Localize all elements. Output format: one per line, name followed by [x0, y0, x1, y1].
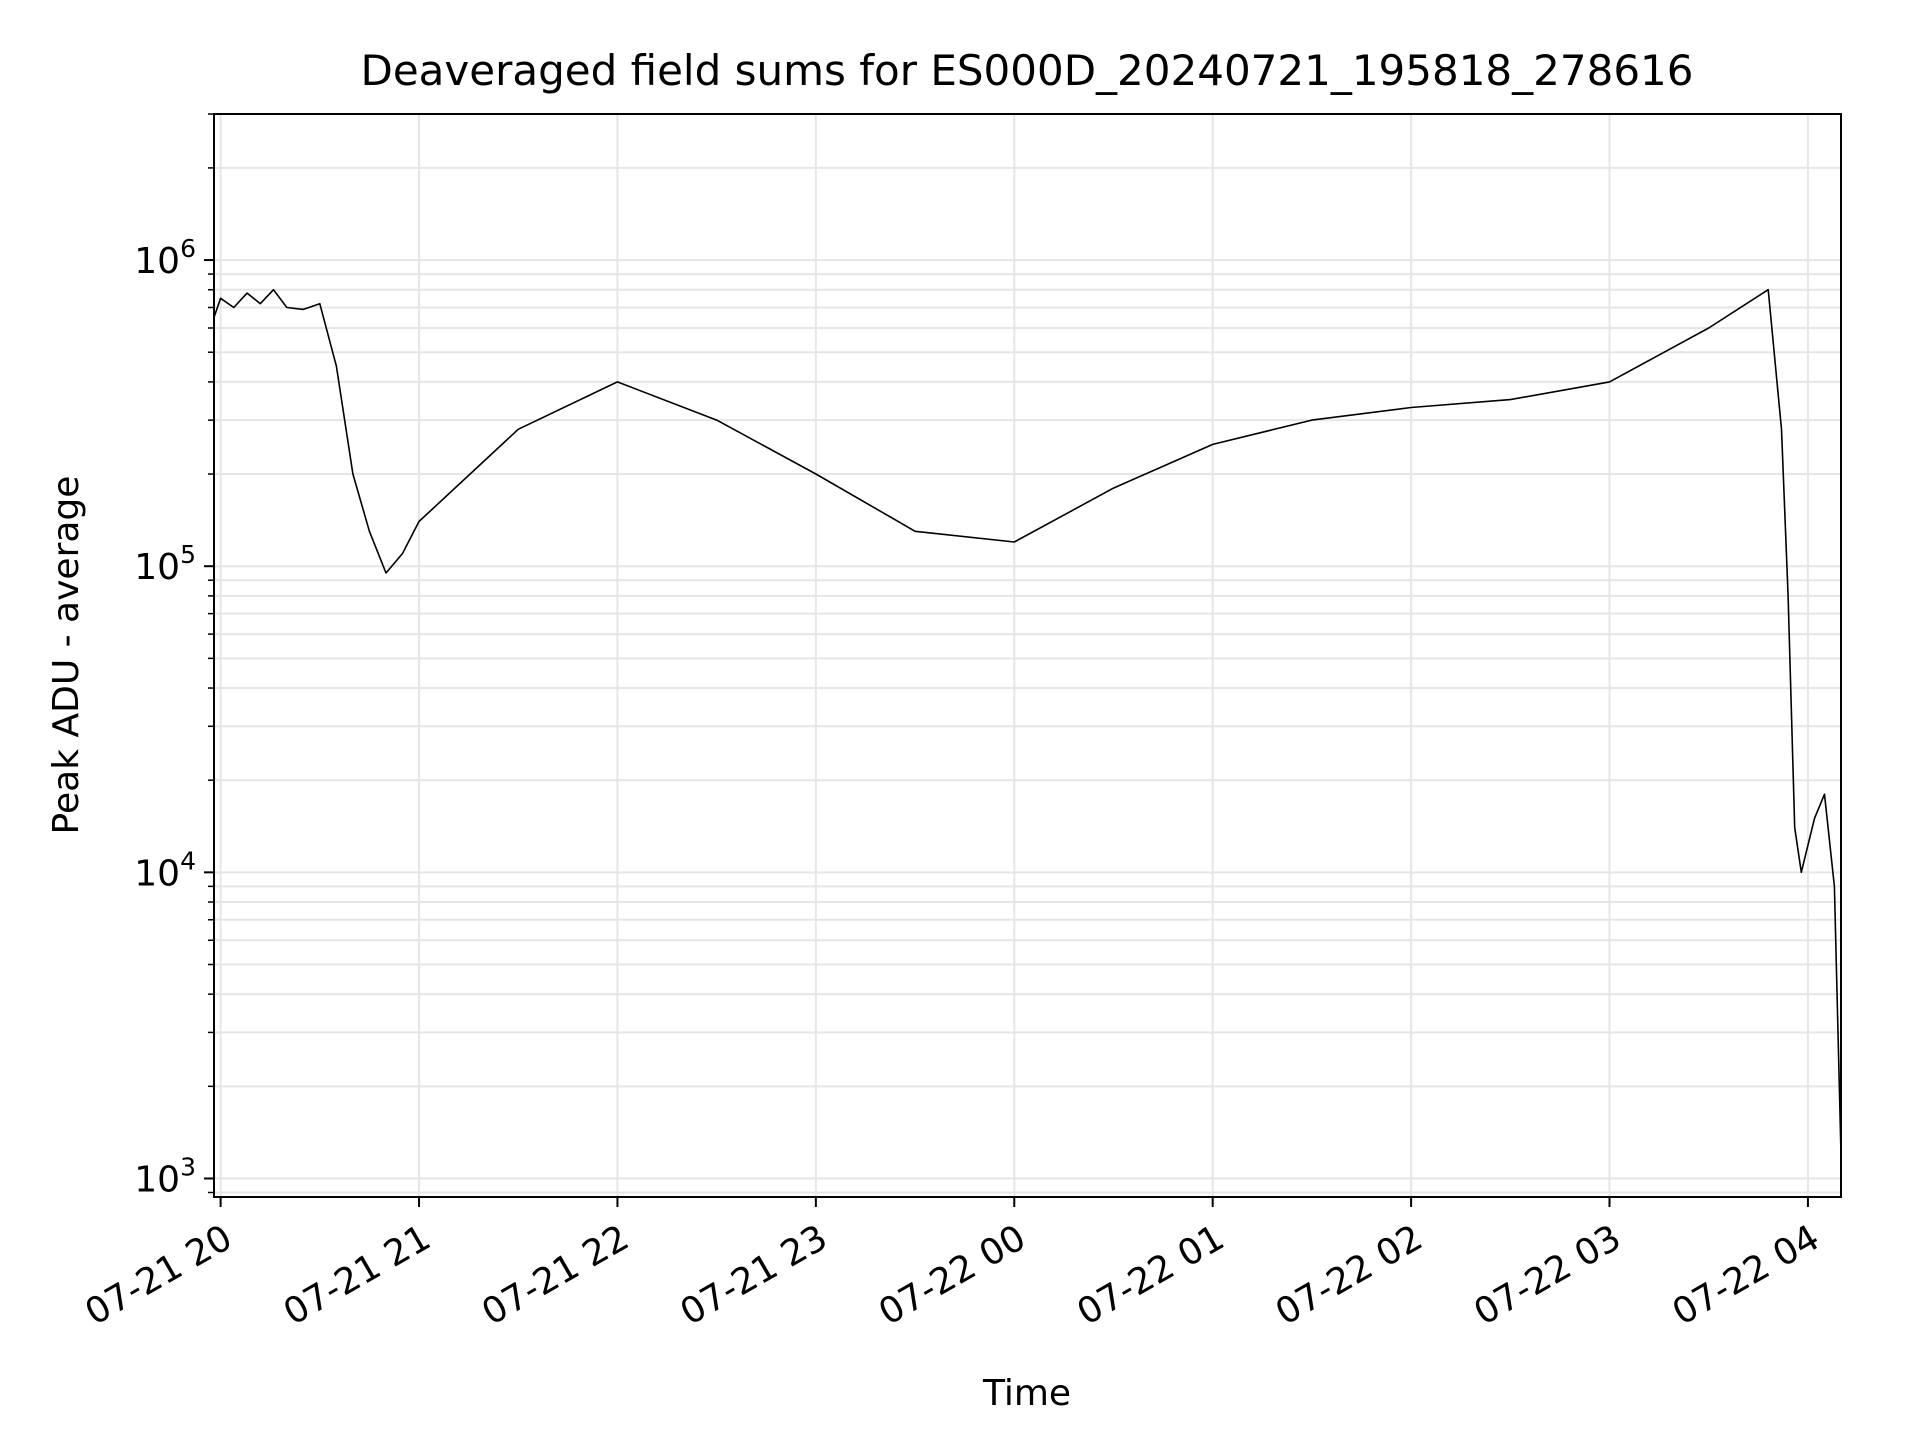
- x-axis-label: Time: [982, 1373, 1071, 1414]
- series-line: [213, 288, 1842, 1155]
- y-tick-label: 104: [134, 846, 196, 894]
- grid-lines: [214, 113, 1841, 1197]
- y-tick-label: 105: [134, 540, 196, 588]
- y-tick-label: 106: [134, 234, 196, 282]
- axes-frame: [213, 113, 1842, 1198]
- chart-title: Deaveraged field sums for ES000D_2024072…: [361, 46, 1694, 95]
- y-tick-label: 103: [134, 1152, 196, 1200]
- y-axis-label: Peak ADU - average: [46, 476, 87, 835]
- plot-area: [213, 288, 1842, 1155]
